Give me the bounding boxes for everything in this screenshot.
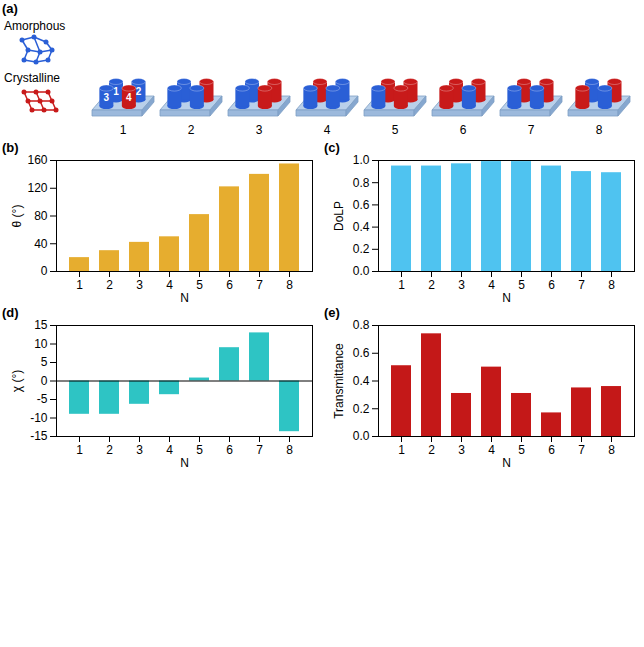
svg-text:0.6: 0.6 — [353, 198, 370, 212]
svg-text:8: 8 — [596, 123, 603, 137]
svg-text:2: 2 — [188, 123, 195, 137]
svg-text:Transmittance: Transmittance — [332, 343, 346, 419]
svg-text:8: 8 — [286, 443, 293, 457]
svg-text:80: 80 — [34, 209, 48, 223]
svg-text:7: 7 — [528, 123, 535, 137]
svg-text:3: 3 — [136, 278, 143, 292]
html-text:(e): (e) — [324, 305, 340, 320]
svg-text:5: 5 — [196, 278, 203, 292]
svg-text:160: 160 — [27, 153, 47, 167]
svg-text:0.8: 0.8 — [353, 176, 370, 190]
svg-text:6: 6 — [460, 123, 467, 137]
svg-text:5: 5 — [518, 278, 525, 292]
html-text:(c): (c) — [324, 140, 340, 155]
svg-text:7: 7 — [578, 443, 585, 457]
svg-text:1: 1 — [113, 86, 119, 97]
svg-text:2: 2 — [428, 278, 435, 292]
svg-text:1: 1 — [76, 278, 83, 292]
svg-text:N: N — [502, 291, 511, 305]
html-text:(d): (d) — [2, 305, 19, 320]
svg-text:8: 8 — [608, 443, 615, 457]
svg-text:4: 4 — [488, 278, 495, 292]
svg-text:8: 8 — [608, 278, 615, 292]
svg-text:Crystalline: Crystalline — [4, 71, 60, 85]
svg-text:3: 3 — [458, 443, 465, 457]
svg-text:-5: -5 — [37, 392, 48, 406]
svg-text:7: 7 — [256, 278, 263, 292]
svg-text:χ (°): χ (°) — [10, 370, 24, 392]
svg-text:4: 4 — [488, 443, 495, 457]
svg-text:10: 10 — [34, 337, 48, 351]
svg-text:3: 3 — [458, 278, 465, 292]
svg-text:4: 4 — [166, 443, 173, 457]
svg-text:6: 6 — [548, 278, 555, 292]
svg-text:2: 2 — [106, 443, 113, 457]
svg-text:40: 40 — [34, 237, 48, 251]
svg-text:-10: -10 — [30, 411, 48, 425]
svg-text:6: 6 — [548, 443, 555, 457]
svg-text:DoLP: DoLP — [332, 201, 346, 231]
svg-text:0.0: 0.0 — [353, 429, 370, 443]
svg-text:0.4: 0.4 — [353, 220, 370, 234]
svg-text:4: 4 — [324, 123, 331, 137]
svg-text:2: 2 — [136, 86, 142, 97]
svg-text:0.2: 0.2 — [353, 242, 370, 256]
svg-text:1: 1 — [76, 443, 83, 457]
svg-text:θ (°): θ (°) — [10, 205, 24, 228]
svg-text:15: 15 — [34, 318, 48, 332]
svg-text:-15: -15 — [30, 429, 48, 443]
svg-text:1: 1 — [398, 443, 405, 457]
svg-text:1.0: 1.0 — [353, 153, 370, 167]
svg-text:6: 6 — [226, 443, 233, 457]
svg-text:4: 4 — [126, 92, 132, 103]
svg-text:0.8: 0.8 — [353, 318, 370, 332]
svg-text:4: 4 — [166, 278, 173, 292]
svg-text:0: 0 — [41, 264, 48, 278]
svg-text:2: 2 — [106, 278, 113, 292]
svg-text:N: N — [502, 456, 511, 470]
svg-text:0.6: 0.6 — [353, 346, 370, 360]
svg-text:0.2: 0.2 — [353, 402, 370, 416]
svg-text:5: 5 — [41, 355, 48, 369]
svg-text:7: 7 — [578, 278, 585, 292]
svg-text:N: N — [180, 456, 189, 470]
html-text:(b): (b) — [2, 140, 19, 155]
svg-text:5: 5 — [196, 443, 203, 457]
svg-text:8: 8 — [286, 278, 293, 292]
svg-text:6: 6 — [226, 278, 233, 292]
svg-text:0: 0 — [41, 374, 48, 388]
svg-text:7: 7 — [256, 443, 263, 457]
svg-text:2: 2 — [428, 443, 435, 457]
svg-text:0.4: 0.4 — [353, 374, 370, 388]
svg-text:1: 1 — [398, 278, 405, 292]
svg-text:3: 3 — [256, 123, 263, 137]
svg-text:(a): (a) — [2, 1, 18, 16]
svg-text:3: 3 — [136, 443, 143, 457]
svg-text:0.0: 0.0 — [353, 264, 370, 278]
svg-text:N: N — [180, 291, 189, 305]
svg-text:120: 120 — [27, 181, 47, 195]
svg-text:3: 3 — [104, 92, 110, 103]
svg-text:1: 1 — [120, 123, 127, 137]
svg-text:5: 5 — [392, 123, 399, 137]
svg-text:Amorphous: Amorphous — [4, 19, 65, 33]
svg-text:5: 5 — [518, 443, 525, 457]
